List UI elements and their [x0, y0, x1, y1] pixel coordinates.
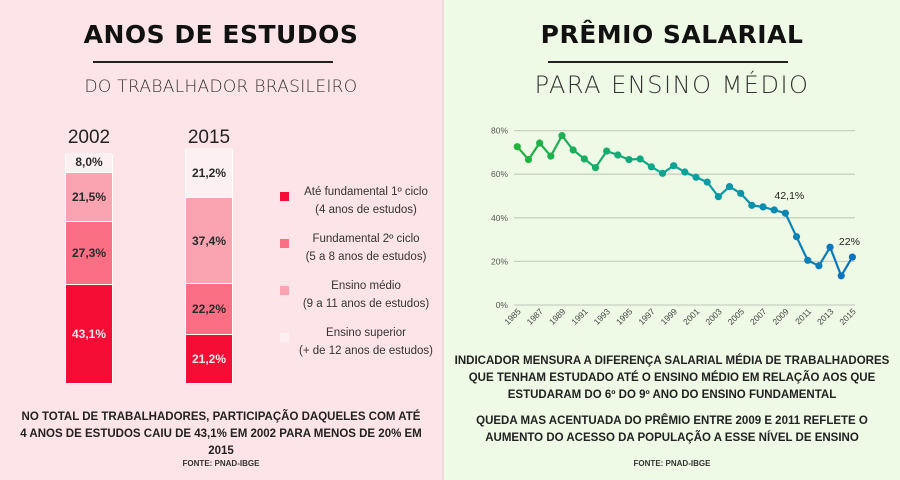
- left-title-rule: [93, 61, 333, 63]
- legend-label: Até fundamental 1º ciclo (4 anos de estud…: [304, 186, 428, 216]
- left-subtitle: DO TRABALHADOR BRASILEIRO: [84, 77, 358, 97]
- legend-swatch: [280, 192, 289, 201]
- bar-category-label: 2015: [187, 127, 231, 148]
- left-source: FONTE: PNAD-IBGE: [182, 459, 260, 468]
- legend-label: Ensino médio (9 a 11 anos de estudos): [302, 280, 430, 310]
- wage-premium-panel: PRÊMIO SALARIAL PARA ENSINO MÉDIO INDICA…: [444, 0, 900, 480]
- bar-segment: 21,5%: [66, 171, 112, 222]
- right-note-2: QUEDA MAS ACENTUADA DO PRÊMIO ENTRE 2009…: [476, 415, 868, 444]
- education-years-panel: ANOS DE ESTUDOS DO TRABALHADOR BRASILEIR…: [0, 0, 442, 480]
- bar-segment: 27,3%: [66, 221, 112, 284]
- legend-label: Fundamental 2º ciclo (5 a 8 anos de estud…: [305, 233, 427, 263]
- legend-swatch: [280, 286, 289, 295]
- right-title-rule: [548, 61, 788, 63]
- bar-segment: 43,1%: [66, 283, 112, 383]
- stacked-bar-2002: 43,1% 27,3% 21,5% 8,0%: [65, 153, 113, 384]
- left-note: NO TOTAL DE TRABALHADORES, PARTICIPAÇÃO …: [20, 411, 422, 457]
- right-title: PRÊMIO SALARIAL: [540, 20, 804, 49]
- bar-category-label: 2002: [67, 127, 111, 148]
- legend-swatch: [280, 333, 289, 342]
- legend-swatch: [280, 239, 289, 248]
- stacked-bar-2015: 21,2% 22,2% 37,4% 21,2%: [185, 148, 233, 384]
- panel-divider: [442, 0, 444, 480]
- right-note-1: INDICADOR MENSURA A DIFERENÇA SALARIAL M…: [454, 355, 890, 401]
- legend-label: Ensino superior (+ de 12 anos de estudos): [299, 327, 433, 357]
- right-subtitle: PARA ENSINO MÉDIO: [534, 71, 810, 99]
- bar-segment: 21,2%: [186, 148, 232, 198]
- left-title: ANOS DE ESTUDOS: [83, 20, 359, 49]
- bar-segment: 37,4%: [186, 197, 232, 284]
- bar-segment: 21,2%: [186, 334, 232, 383]
- bar-segment: 22,2%: [186, 283, 232, 335]
- bar-segment: 8,0%: [66, 153, 112, 172]
- right-source: FONTE: PNAD-IBGE: [633, 459, 711, 468]
